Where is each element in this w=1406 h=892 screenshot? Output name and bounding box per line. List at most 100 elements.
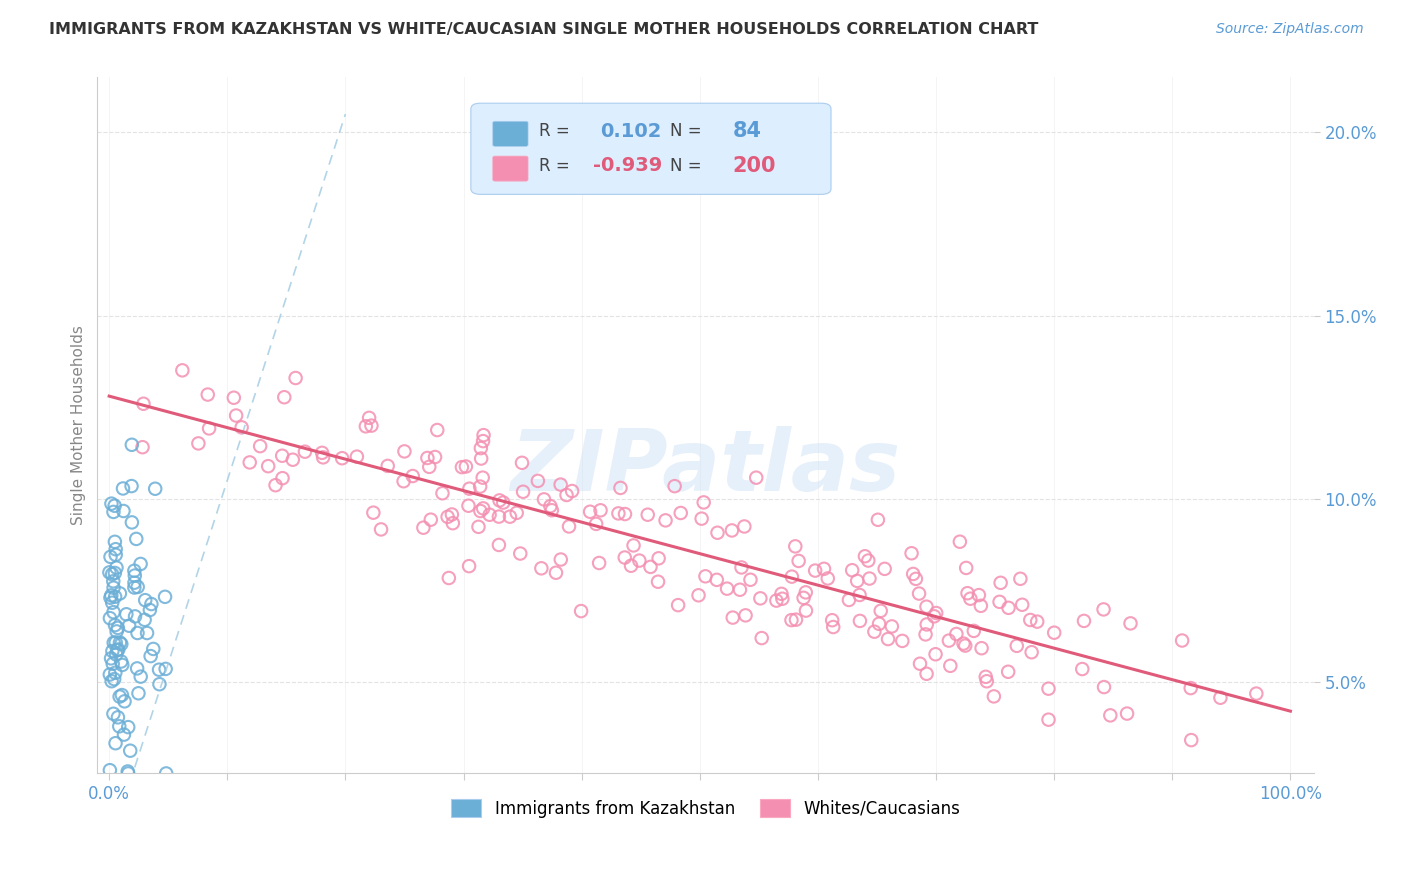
Point (311, 446, 333, 460)
Point (728, 582, 751, 597)
Point (765, 593, 787, 607)
Point (112, 504, 135, 518)
Point (908, 657, 931, 671)
Point (823, 620, 845, 634)
Point (471, 470, 494, 484)
Point (688, 588, 710, 602)
Point (924, 647, 946, 661)
Point (637, 508, 659, 522)
Point (105, 648, 128, 662)
Point (620, 558, 643, 573)
Point (103, 581, 125, 595)
Text: 200: 200 (733, 156, 776, 176)
Point (901, 566, 924, 581)
Point (963, 624, 986, 638)
Point (647, 574, 669, 589)
Point (1092, 680, 1115, 694)
Point (115, 607, 138, 622)
Point (124, 609, 146, 624)
Point (264, 478, 287, 492)
Point (125, 532, 148, 546)
Point (111, 688, 134, 702)
Point (105, 643, 128, 657)
Point (101, 657, 124, 671)
Point (804, 564, 827, 578)
Point (666, 598, 689, 612)
Text: N =: N = (671, 122, 707, 140)
Point (1246, 687, 1268, 701)
Point (952, 637, 974, 651)
Point (794, 585, 817, 599)
Text: 0.102: 0.102 (600, 121, 661, 141)
Point (787, 554, 810, 568)
Point (793, 591, 815, 605)
Point (527, 474, 550, 488)
Point (1021, 645, 1043, 659)
Point (363, 506, 385, 520)
Point (172, 363, 194, 377)
Point (900, 546, 922, 560)
Point (129, 557, 152, 571)
Point (104, 499, 127, 513)
Point (690, 511, 713, 525)
Point (127, 580, 149, 594)
Point (141, 597, 163, 611)
Point (148, 663, 170, 677)
Point (108, 719, 131, 733)
Point (589, 503, 612, 517)
Point (101, 567, 124, 582)
Point (1116, 706, 1139, 721)
Point (770, 587, 793, 601)
Point (869, 604, 891, 618)
Point (281, 452, 304, 467)
Point (432, 486, 454, 500)
Point (437, 571, 460, 585)
Point (891, 633, 914, 648)
Point (198, 421, 221, 435)
Point (841, 563, 863, 577)
Point (100, 588, 122, 602)
Point (187, 436, 209, 450)
Point (970, 599, 993, 613)
Point (121, 479, 143, 493)
Point (132, 397, 155, 411)
Point (588, 556, 610, 570)
Point (1180, 681, 1202, 695)
Point (607, 507, 630, 521)
Point (988, 595, 1011, 609)
Point (470, 451, 492, 466)
Point (111, 657, 134, 672)
Point (555, 488, 578, 502)
Point (853, 549, 876, 564)
Point (1019, 613, 1042, 627)
Point (458, 482, 481, 496)
Point (533, 492, 555, 507)
Point (955, 639, 977, 653)
Point (734, 608, 756, 623)
Point (134, 593, 156, 607)
Point (454, 459, 477, 474)
Point (609, 481, 631, 495)
Point (505, 506, 527, 520)
Point (121, 516, 143, 530)
Point (103, 706, 125, 721)
Point (103, 574, 125, 589)
Text: ZIPatlas: ZIPatlas (510, 425, 901, 508)
Point (124, 581, 146, 595)
Point (813, 562, 835, 576)
Point (114, 694, 136, 708)
Point (664, 479, 686, 493)
Point (488, 493, 510, 508)
Point (908, 586, 931, 600)
Point (628, 553, 651, 567)
Point (866, 513, 889, 527)
Point (104, 542, 127, 557)
Point (730, 560, 752, 574)
Point (956, 586, 979, 600)
Point (550, 552, 572, 566)
Point (914, 627, 936, 641)
Point (967, 588, 990, 602)
Point (120, 744, 142, 758)
Point (472, 434, 495, 449)
Point (478, 508, 501, 522)
